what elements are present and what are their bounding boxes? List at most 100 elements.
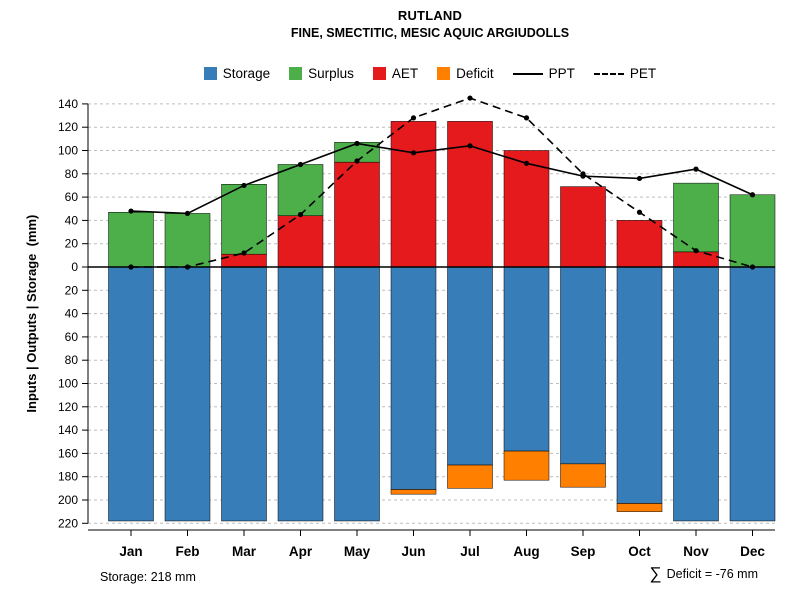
- pet-point-sep: [580, 171, 586, 177]
- y-tick-label: 220: [58, 516, 78, 530]
- bar-deficit-jun: [390, 489, 437, 495]
- aet-swatch: [372, 67, 386, 80]
- y-tick-label: 0: [71, 260, 78, 274]
- month-label-dec: Dec: [740, 544, 765, 559]
- y-tick-label: 100: [58, 144, 78, 158]
- bar-storage-may: [334, 266, 380, 522]
- legend-item-storage: Storage: [203, 66, 271, 81]
- y-tick-label: 60: [65, 190, 79, 204]
- bar-surplus-nov: [673, 182, 719, 253]
- sum-symbol: ∑: [649, 564, 662, 583]
- ppt-point-jun: [410, 150, 417, 156]
- legend-item-pet: PET: [593, 66, 657, 81]
- ppt-point-aug: [523, 160, 530, 166]
- pet-point-apr: [297, 211, 304, 218]
- month-label-feb: Feb: [175, 544, 199, 559]
- legend-label-pet: PET: [629, 66, 657, 81]
- bar-storage-apr: [277, 266, 324, 522]
- bar-storage-sep: [560, 266, 606, 465]
- bar-storage-jul: [447, 266, 493, 466]
- chart-title: RUTLAND: [397, 8, 463, 23]
- storage-note: Storage: 218 mm: [100, 570, 196, 584]
- y-tick-label: 100: [58, 377, 78, 391]
- bar-surplus-feb: [164, 213, 211, 268]
- y-tick-label: 120: [58, 120, 78, 134]
- ppt-point-oct: [636, 175, 643, 182]
- bar-storage-jan: [108, 266, 154, 522]
- y-tick-label: 140: [58, 423, 78, 437]
- bar-deficit-sep: [560, 463, 606, 488]
- bar-storage-nov: [673, 266, 719, 522]
- pet-line: [131, 97, 753, 268]
- deficit-note: ∑ Deficit = -76 mm: [650, 565, 758, 582]
- bar-aet-oct: [616, 220, 663, 268]
- ppt-line: [130, 142, 753, 215]
- y-tick-label: 140: [58, 97, 78, 111]
- legend-item-ppt: PPT: [512, 66, 575, 81]
- bar-deficit-oct: [616, 503, 663, 512]
- legend-item-aet: AET: [372, 66, 419, 81]
- month-label-nov: Nov: [683, 544, 709, 559]
- pet-line-sample: [593, 72, 624, 75]
- y-tick-label: 200: [58, 493, 78, 507]
- bar-aet-nov: [673, 251, 719, 268]
- ppt-point-feb: [184, 210, 191, 217]
- pet-point-jul: [467, 95, 473, 101]
- deficit-note-text: Deficit = -76 mm: [666, 566, 758, 581]
- ppt-point-jul: [467, 143, 473, 149]
- bar-aet-apr: [277, 215, 324, 268]
- chart-subtitle: FINE, SMECTITIC, MESIC AQUIC ARGIUDOLLS: [290, 26, 570, 40]
- ppt-point-dec: [749, 192, 756, 198]
- bar-storage-jun: [390, 266, 437, 490]
- month-label-aug: Aug: [513, 544, 539, 559]
- ppt-line-sample: [512, 72, 543, 75]
- pet-point-oct: [636, 209, 643, 215]
- bar-surplus-mar: [221, 184, 267, 255]
- y-tick-label: 20: [65, 237, 79, 251]
- legend-item-surplus: Surplus: [289, 66, 354, 81]
- ppt-point-mar: [241, 182, 247, 189]
- pet-point-jun: [410, 115, 417, 121]
- month-label-mar: Mar: [232, 544, 257, 559]
- month-label-jun: Jun: [401, 544, 425, 559]
- month-label-apr: Apr: [289, 544, 313, 559]
- month-label-oct: Oct: [628, 544, 651, 559]
- pet-point-aug: [523, 115, 530, 121]
- legend-label-deficit: Deficit: [456, 66, 494, 81]
- bar-surplus-dec: [729, 194, 776, 268]
- month-label-jul: Jul: [460, 544, 480, 559]
- storage-swatch: [203, 67, 217, 80]
- y-tick-label: 160: [58, 446, 78, 460]
- month-label-jan: Jan: [119, 544, 142, 559]
- y-tick-label: 180: [58, 470, 78, 484]
- y-axis-label: Inputs | Outputs | Storage (mm): [24, 215, 39, 413]
- bar-storage-aug: [503, 266, 550, 452]
- month-label-may: May: [344, 544, 371, 559]
- chart-header: RUTLAND FINE, SMECTITIC, MESIC AQUIC ARG…: [70, 8, 790, 40]
- ppt-point-apr: [297, 161, 304, 168]
- deficit-swatch: [437, 67, 451, 80]
- bar-storage-dec: [729, 266, 776, 522]
- legend-label-aet: AET: [391, 66, 419, 81]
- bar-surplus-jan: [108, 211, 154, 268]
- bar-aet-may: [334, 161, 380, 268]
- bar-aet-jun: [390, 121, 437, 268]
- pet-point-may: [354, 158, 360, 164]
- pet-point-feb: [184, 264, 191, 270]
- bar-storage-oct: [616, 266, 663, 504]
- pet-point-mar: [241, 250, 247, 256]
- ppt-point-may: [354, 140, 360, 147]
- ppt-point-nov: [693, 166, 699, 172]
- legend-label-ppt: PPT: [548, 66, 575, 81]
- bar-aet-jul: [447, 121, 493, 268]
- legend-item-deficit: Deficit: [437, 66, 494, 81]
- legend-label-storage: Storage: [222, 66, 271, 81]
- y-tick-label: 80: [65, 167, 79, 181]
- y-tick-label: 120: [58, 400, 78, 414]
- y-tick-label: 60: [65, 330, 79, 344]
- bar-aet-sep: [560, 186, 606, 268]
- month-label-sep: Sep: [571, 544, 596, 559]
- bar-deficit-aug: [503, 450, 550, 481]
- pet-point-jan: [128, 264, 134, 270]
